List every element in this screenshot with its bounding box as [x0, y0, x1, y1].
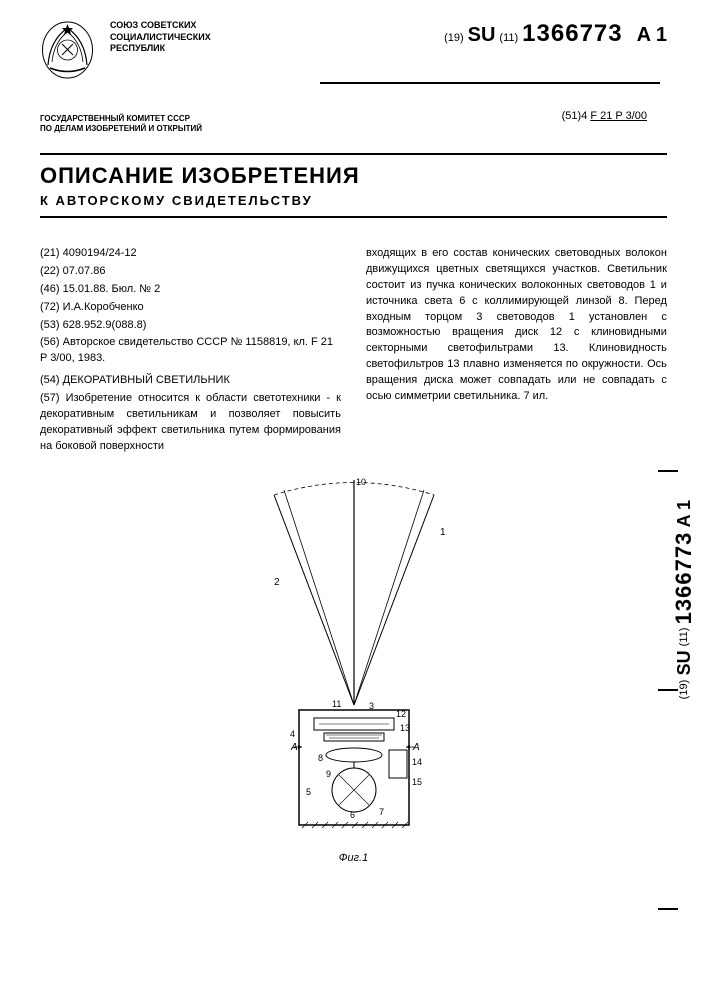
figure-1: 1 2 3 4 5 6 7 8 9 10 11 12 13 14 15 A A …	[40, 475, 667, 864]
field-53: (53) 628.952.9(088.8)	[40, 318, 341, 334]
document-subtitle: К АВТОРСКОМУ СВИДЕТЕЛЬСТВУ	[40, 193, 667, 208]
field-56: (56) Авторское свидетельство СССР № 1158…	[40, 335, 341, 367]
classification-prefix: (51)4	[562, 110, 588, 122]
header-underline	[320, 82, 660, 84]
ipc-classification: (51)4 F 21 P 3/00	[562, 110, 647, 122]
ref-11: 11	[332, 699, 341, 709]
ref-7: 7	[379, 807, 384, 817]
side-prefix-19: (19)	[678, 680, 690, 700]
ref-a-left: A	[290, 742, 298, 753]
ref-1: 1	[440, 527, 446, 538]
figure-caption: Фиг.1	[40, 852, 667, 864]
patent-number: (19) SU (11) 1366773 A 1	[444, 20, 667, 48]
side-prefix-11: (11)	[678, 628, 690, 647]
classification-code: F 21 P 3/00	[590, 110, 647, 122]
ref-15: 15	[412, 777, 422, 787]
ref-8: 8	[318, 753, 323, 763]
country-code: SU	[468, 24, 496, 47]
republic-line-1: СОЮЗ СОВЕТСКИХ	[110, 20, 211, 32]
ref-2: 2	[274, 577, 280, 588]
field-22: (22) 07.07.86	[40, 264, 341, 280]
republic-line-3: РЕСПУБЛИК	[110, 43, 211, 55]
title-block: ОПИСАНИЕ ИЗОБРЕТЕНИЯ К АВТОРСКОМУ СВИДЕТ…	[40, 153, 667, 218]
side-patent-number: (19) SU (11) 1366773 A 1	[671, 500, 697, 699]
side-country-code: SU	[674, 651, 695, 676]
ref-6: 6	[350, 810, 355, 820]
side-document-number: 1366773	[671, 531, 697, 624]
committee-line-2: ПО ДЕЛАМ ИЗОБРЕТЕНИЙ И ОТКРЫТИЙ	[40, 124, 667, 134]
abstract-right: входящих в его состав конических светово…	[366, 246, 667, 405]
side-tick-marks	[667, 470, 669, 910]
field-46: (46) 15.01.88. Бюл. № 2	[40, 282, 341, 298]
field-54: (54) ДЕКОРАТИВНЫЙ СВЕТИЛЬНИК	[40, 373, 341, 389]
prefix-11: (11)	[499, 32, 518, 44]
right-column: входящих в его состав конических светово…	[366, 246, 667, 455]
ref-9: 9	[326, 769, 331, 779]
field-21: (21) 4090194/24-12	[40, 246, 341, 262]
republic-name: СОЮЗ СОВЕТСКИХ СОЦИАЛИСТИЧЕСКИХ РЕСПУБЛИ…	[110, 20, 211, 55]
body-columns: (21) 4090194/24-12 (22) 07.07.86 (46) 15…	[40, 246, 667, 455]
left-column: (21) 4090194/24-12 (22) 07.07.86 (46) 15…	[40, 246, 341, 455]
abstract-left: (57) Изобретение относится к области све…	[40, 391, 341, 455]
ref-13: 13	[400, 723, 410, 733]
ref-12: 12	[396, 709, 406, 719]
ref-3: 3	[369, 701, 374, 711]
document-number: 1366773	[522, 20, 622, 48]
ussr-emblem	[40, 20, 95, 80]
ref-4: 4	[290, 729, 295, 739]
prefix-19: (19)	[444, 32, 464, 44]
ref-10: 10	[356, 477, 366, 487]
field-72: (72) И.А.Коробченко	[40, 300, 341, 316]
ref-a-right: A	[412, 742, 420, 753]
document-title: ОПИСАНИЕ ИЗОБРЕТЕНИЯ	[40, 163, 667, 189]
side-kind-code: A 1	[674, 500, 695, 527]
kind-code: A 1	[637, 24, 667, 47]
ref-14: 14	[412, 757, 422, 767]
republic-line-2: СОЦИАЛИСТИЧЕСКИХ	[110, 32, 211, 44]
ref-5: 5	[306, 787, 311, 797]
